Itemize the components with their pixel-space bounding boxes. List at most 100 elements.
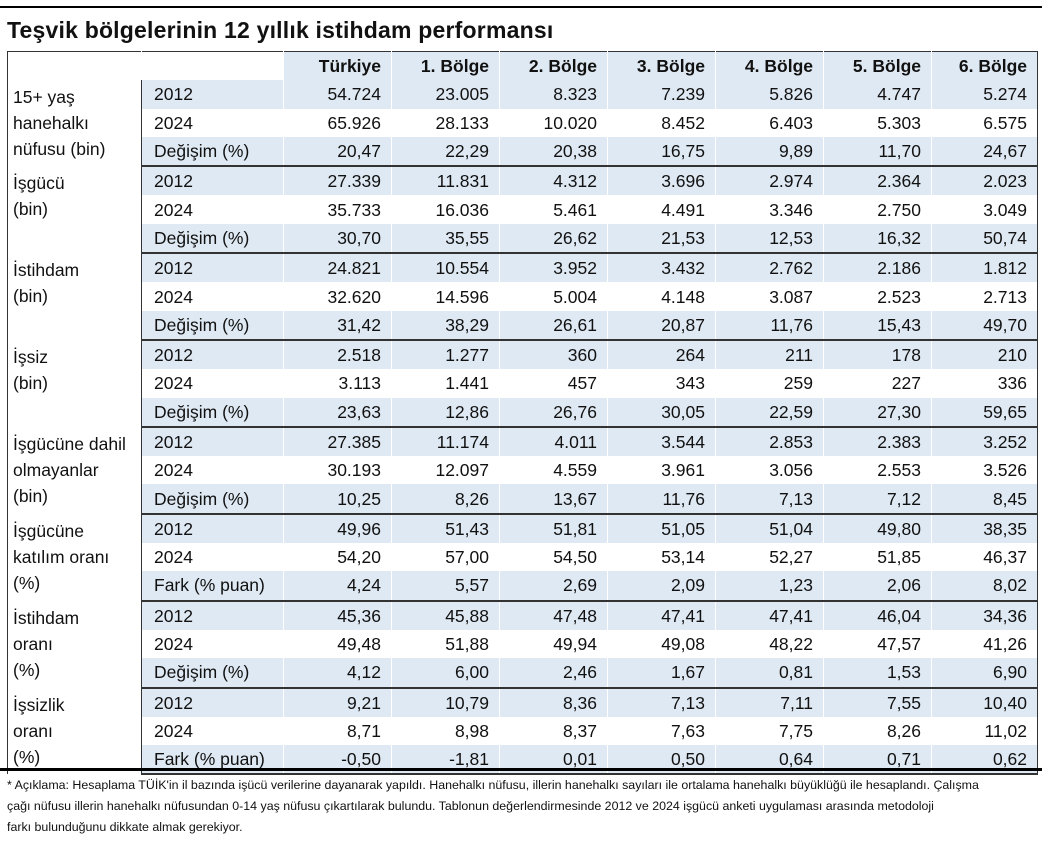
table-cell: 5.303 xyxy=(823,108,932,137)
table-cell: 2.364 xyxy=(823,166,932,196)
table-row: 15+ yaş hanehalkı nüfusu (bin) 2012 54.724 23… xyxy=(7,80,1038,167)
table-cell: 16.036 xyxy=(391,195,500,224)
table-group: 15+ yaş hanehalkı nüfusu (bin) 2012 54.724 23… xyxy=(7,80,1038,168)
row-label: Değişim (%) xyxy=(141,136,284,168)
table-cell: 12,86 xyxy=(391,397,500,428)
table-cell: 1.441 xyxy=(391,369,500,398)
table-cell: 51,81 xyxy=(499,513,608,544)
column-header: 3. Bölge xyxy=(607,51,716,81)
table-cell: 3.544 xyxy=(607,426,716,457)
row-label: Değişim (%) xyxy=(141,397,284,428)
table-cell: 20,47 xyxy=(283,136,392,168)
row-label: 2024 xyxy=(141,195,284,224)
table-row: İşsiz (bin) 2012 2.518 1.277 360 264 211 178 210 xyxy=(7,339,1038,427)
table-cell: 3.696 xyxy=(607,166,716,196)
table-group: İşsiz (bin) 2012 2.518 1.277 360 264 211 178 210 2… xyxy=(7,339,1038,428)
table-cell: 7,63 xyxy=(607,716,716,746)
table-cell: 28.133 xyxy=(391,108,500,137)
table-cell: 1,67 xyxy=(607,658,716,689)
table-cell: 30,05 xyxy=(607,397,716,428)
table-cell: 7,13 xyxy=(715,484,824,515)
row-label: 2024 xyxy=(141,629,284,659)
table-cell: 50,74 xyxy=(931,223,1038,255)
row-label: 2024 xyxy=(141,716,284,746)
table-row: 2024 8,71 8,98 8,37 7,63 7,75 8,26 11,02 xyxy=(8,716,1038,746)
table-cell: 4.011 xyxy=(499,426,608,457)
table-cell: 26,76 xyxy=(499,397,608,428)
bottom-rule xyxy=(0,768,1042,771)
table-cell: 9,21 xyxy=(283,687,392,717)
row-label: 2012 xyxy=(141,166,284,196)
table-cell: 30.193 xyxy=(283,456,392,485)
table-cell: 343 xyxy=(607,369,716,398)
table-cell: 3.252 xyxy=(931,426,1038,457)
table-cell: 7,75 xyxy=(715,716,824,746)
table-cell: 8.452 xyxy=(607,108,716,137)
row-group-label-line: (%) xyxy=(13,572,41,593)
row-label: Değişim (%) xyxy=(141,484,284,515)
row-group-label: 15+ yaş hanehalkı nüfusu (bin) xyxy=(7,80,142,167)
table-cell: 53,14 xyxy=(607,543,716,572)
row-group-label-line: katılım oranı xyxy=(13,546,110,567)
row-group-label-line: (bin) xyxy=(13,485,49,506)
table-cell: 26,61 xyxy=(499,310,608,341)
table-cell: 6,00 xyxy=(391,658,500,689)
row-label: 2024 xyxy=(141,108,284,137)
table-row: 2024 35.733 16.036 5.461 4.491 3.346 2.750 3.04… xyxy=(8,195,1038,224)
table-cell: 20,38 xyxy=(499,136,608,168)
table-cell: 1.277 xyxy=(391,339,500,370)
column-header: 6. Bölge xyxy=(931,51,1038,81)
table-cell: 3.432 xyxy=(607,253,716,283)
table-cell: 54.724 xyxy=(283,80,392,109)
table-cell: 4.747 xyxy=(823,80,932,109)
table-cell: 11,02 xyxy=(931,716,1038,746)
table-cell: 4,24 xyxy=(283,571,392,602)
table-cell: 1,23 xyxy=(715,571,824,602)
table-cell: 27.385 xyxy=(283,426,392,457)
table-row: 2024 49,48 51,88 49,94 49,08 48,22 47,57 41,26 xyxy=(8,629,1038,659)
table-cell: 15,43 xyxy=(823,310,932,341)
table-cell: 49,08 xyxy=(607,629,716,659)
table-cell: 2.523 xyxy=(823,282,932,311)
table-cell: 49,94 xyxy=(499,629,608,659)
table-cell: 24,67 xyxy=(931,136,1038,168)
table-cell: 38,29 xyxy=(391,310,500,341)
table-group: İstihdam oranı (%) 2012 45,36 45,88 47,48 47,41… xyxy=(7,600,1038,689)
table-cell: 7,55 xyxy=(823,687,932,717)
table-cell: 11.174 xyxy=(391,426,500,457)
table-cell: 27,30 xyxy=(823,397,932,428)
table-cell: 2.186 xyxy=(823,253,932,283)
data-table: Türkiye 1. Bölge 2. Bölge 3. Bölge 4. Bö… xyxy=(7,51,1038,776)
table-cell: 4.559 xyxy=(499,456,608,485)
table-cell: 3.049 xyxy=(931,195,1038,224)
row-group-label-line: İşgücüne xyxy=(13,520,85,541)
table-cell: 8,26 xyxy=(823,716,932,746)
row-label: 2012 xyxy=(141,80,284,109)
table-cell: 49,70 xyxy=(931,310,1038,341)
table-cell: 3.113 xyxy=(283,369,392,398)
table-row: İşsizlik oranı (%) 2012 9,21 10,79 8,36 7,13 7,1… xyxy=(7,687,1038,775)
table-cell: 6.575 xyxy=(931,108,1038,137)
footnote: * Açıklama: Hesaplama TÜİK'in il bazında… xyxy=(7,775,1032,838)
table-cell: 57,00 xyxy=(391,543,500,572)
table-cell: 259 xyxy=(715,369,824,398)
row-group-label: İstihdam oranı (%) xyxy=(7,600,142,688)
row-label: 2012 xyxy=(141,600,284,630)
table-cell: 11,70 xyxy=(823,136,932,168)
column-header: 1. Bölge xyxy=(391,51,500,81)
table-cell: 8,98 xyxy=(391,716,500,746)
table-cell: 38,35 xyxy=(931,513,1038,544)
table-cell: 6.403 xyxy=(715,108,824,137)
row-label: Değişim (%) xyxy=(141,658,284,689)
table-row: 2024 30.193 12.097 4.559 3.961 3.056 2.553 3.52… xyxy=(8,456,1038,485)
table-cell: 10,79 xyxy=(391,687,500,717)
table-cell: 41,26 xyxy=(931,629,1038,659)
table-cell: 2,46 xyxy=(499,658,608,689)
table-cell: 47,41 xyxy=(607,600,716,630)
table-cell: 7,13 xyxy=(607,687,716,717)
footnote-line: çağı nüfusu illerin hanehalkı nüfusundan… xyxy=(7,799,934,813)
table-cell: 8,45 xyxy=(931,484,1038,515)
table-cell: 5.274 xyxy=(931,80,1038,109)
table-cell: 35,55 xyxy=(391,223,500,255)
table-cell: 2.750 xyxy=(823,195,932,224)
